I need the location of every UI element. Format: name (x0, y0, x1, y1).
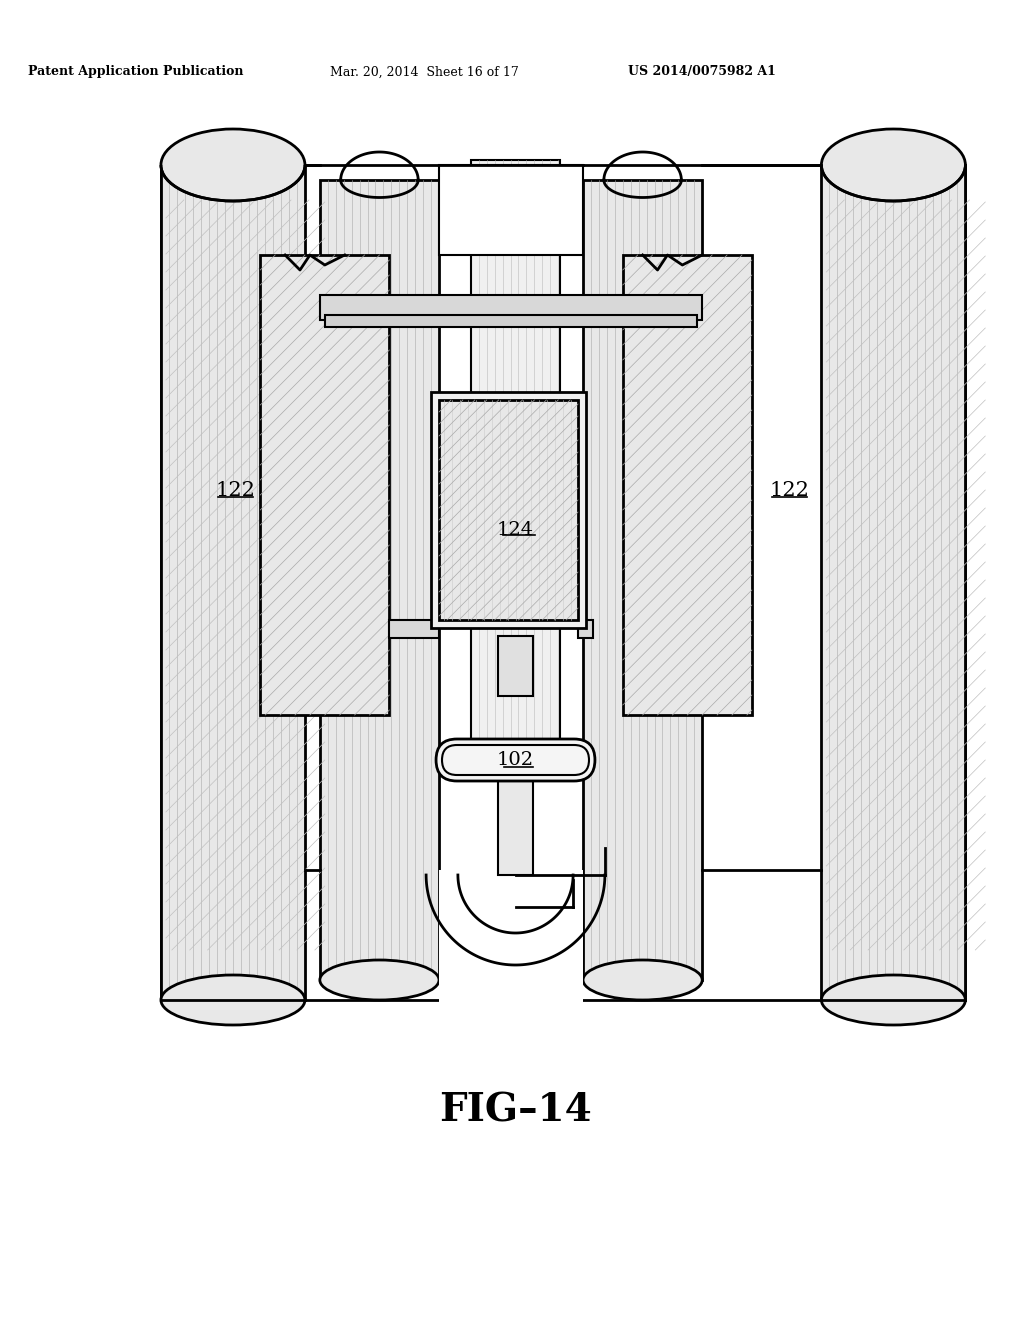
Bar (579, 620, 593, 638)
FancyBboxPatch shape (436, 739, 595, 781)
Ellipse shape (583, 960, 702, 1001)
Bar (439, 165, 583, 255)
Text: US 2014/0075982 A1: US 2014/0075982 A1 (629, 66, 776, 78)
Text: 102: 102 (497, 751, 535, 770)
Bar (260, 255, 389, 715)
Ellipse shape (161, 129, 305, 201)
Ellipse shape (821, 975, 966, 1026)
Text: 122: 122 (770, 480, 810, 499)
Text: 124: 124 (497, 521, 535, 539)
Bar (431, 392, 586, 628)
Text: 122: 122 (215, 480, 255, 499)
Bar (319, 294, 702, 319)
Text: FIG–14: FIG–14 (439, 1092, 592, 1129)
Bar (498, 636, 534, 696)
Ellipse shape (161, 975, 305, 1026)
Bar (389, 620, 439, 638)
Bar (325, 315, 697, 327)
Bar (161, 165, 305, 1001)
Bar (471, 160, 560, 750)
Text: Mar. 20, 2014  Sheet 16 of 17: Mar. 20, 2014 Sheet 16 of 17 (330, 66, 518, 78)
Ellipse shape (319, 960, 439, 1001)
Bar (583, 180, 702, 979)
Bar (498, 781, 534, 875)
Bar (439, 400, 579, 620)
Bar (439, 870, 583, 1020)
FancyBboxPatch shape (442, 744, 589, 775)
Text: Patent Application Publication: Patent Application Publication (29, 66, 244, 78)
Bar (623, 255, 752, 715)
Ellipse shape (821, 129, 966, 201)
Bar (161, 165, 966, 1001)
Bar (319, 180, 439, 979)
Bar (821, 165, 966, 1001)
